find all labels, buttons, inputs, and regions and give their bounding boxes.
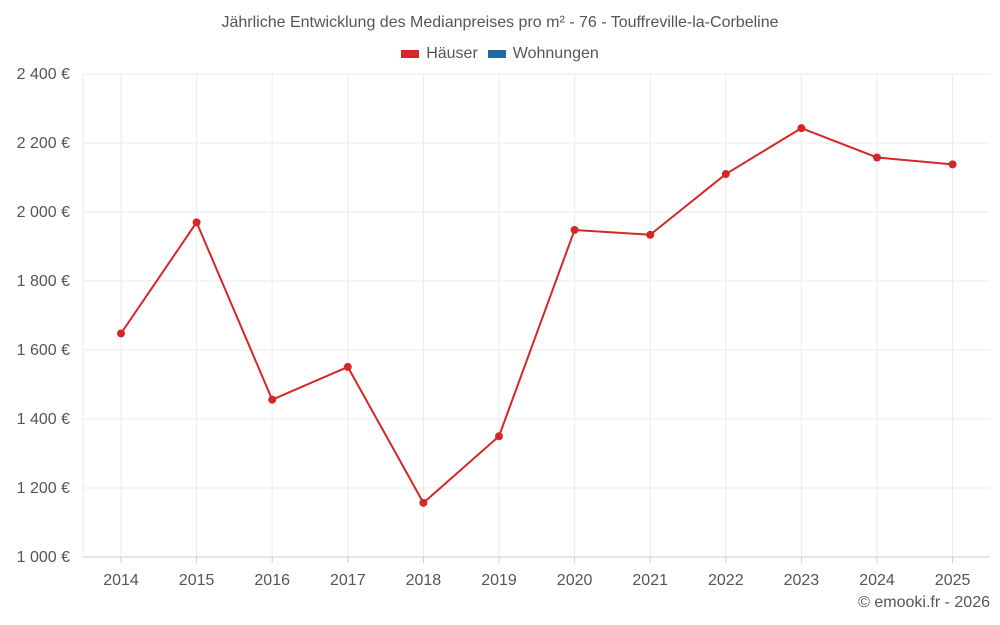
- data-point-haeuser-2018: [419, 498, 428, 507]
- y-tick-label: 1 600 €: [17, 342, 70, 359]
- data-point-haeuser-2023: [797, 124, 806, 133]
- y-tick-label: 1 800 €: [17, 273, 70, 290]
- legend-label-haeuser: Häuser: [426, 45, 478, 62]
- data-point-haeuser-2017: [343, 362, 352, 371]
- data-point-haeuser-2025: [948, 160, 957, 169]
- data-point-haeuser-2015: [192, 218, 201, 227]
- legend-swatch-wohnungen: [487, 50, 506, 58]
- y-tick-label: 1 400 €: [17, 411, 70, 428]
- legend-item-haeuser[interactable]: Häuser: [401, 45, 478, 63]
- credit-text: © emooki.fr - 2026: [858, 594, 990, 611]
- series-line-haeuser: [120, 127, 953, 504]
- y-tick-label: 2 400 €: [17, 66, 70, 83]
- y-tick-label: 2 000 €: [17, 204, 70, 221]
- chart-title: Jährliche Entwicklung des Medianpreises …: [221, 14, 779, 31]
- legend: Häuser Wohnungen: [0, 45, 1000, 63]
- x-tick-label: 2017: [330, 572, 366, 589]
- x-tick-label: 2018: [406, 572, 442, 589]
- legend-swatch-haeuser: [401, 50, 420, 58]
- data-point-haeuser-2021: [646, 230, 655, 239]
- data-point-haeuser-2024: [873, 153, 881, 162]
- x-tick-label: 2022: [708, 572, 744, 589]
- x-tick-label: 2023: [784, 572, 820, 589]
- data-point-haeuser-2019: [495, 432, 503, 441]
- y-tick-label: 1 200 €: [17, 480, 70, 497]
- x-tick-label: 2015: [179, 572, 215, 589]
- x-tick-label: 2020: [557, 572, 593, 589]
- y-tick-label: 1 000 €: [17, 549, 70, 566]
- legend-label-wohnungen: Wohnungen: [512, 45, 599, 62]
- legend-item-wohnungen[interactable]: Wohnungen: [487, 45, 599, 63]
- x-tick-label: 2024: [859, 572, 895, 589]
- data-point-haeuser-2020: [570, 225, 579, 234]
- data-point-haeuser-2014: [117, 329, 125, 338]
- x-tick-label: 2014: [103, 572, 139, 589]
- y-tick-label: 2 200 €: [17, 135, 70, 152]
- x-tick-label: 2025: [935, 572, 971, 589]
- data-point-haeuser-2022: [721, 170, 730, 179]
- x-tick-label: 2021: [632, 572, 668, 589]
- x-tick-label: 2019: [481, 572, 517, 589]
- data-point-haeuser-2016: [268, 395, 277, 404]
- x-tick-label: 2016: [254, 572, 290, 589]
